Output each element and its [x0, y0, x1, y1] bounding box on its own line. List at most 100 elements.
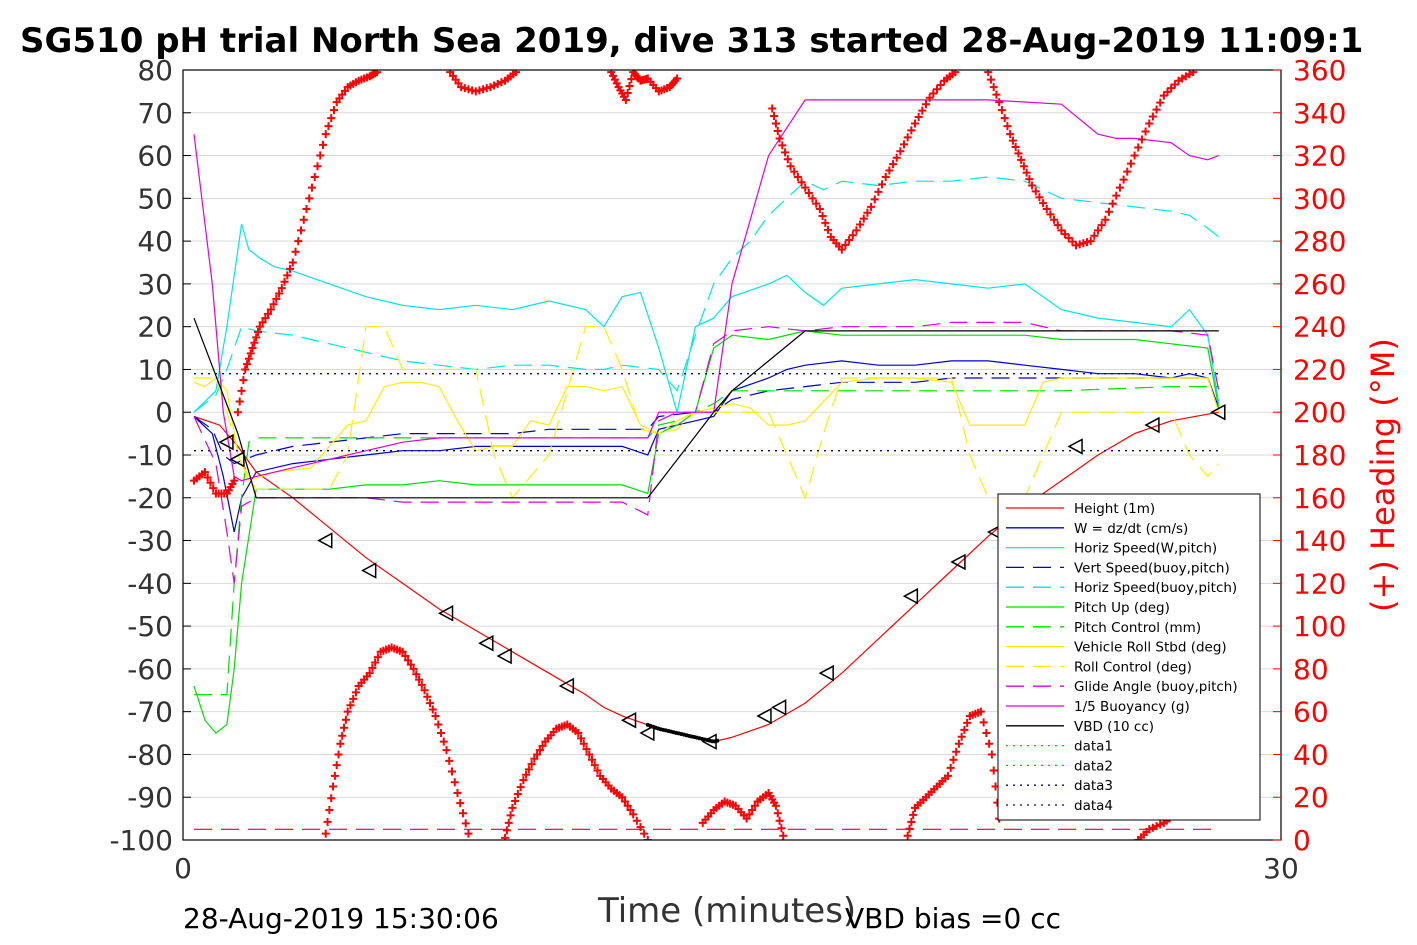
- heading-point: [1126, 159, 1135, 168]
- y-tick-label: -70: [127, 696, 173, 729]
- heading-point: [986, 75, 995, 84]
- y-right-tick-label: 300: [1293, 182, 1346, 215]
- heading-point: [501, 833, 510, 840]
- heading-point: [327, 114, 336, 123]
- heading-point: [266, 305, 275, 314]
- heading-point: [863, 208, 872, 217]
- y-tick-label: 80: [137, 54, 173, 87]
- y-tick-label: -100: [109, 824, 173, 857]
- heading-point: [640, 829, 649, 838]
- heading-point: [511, 796, 520, 805]
- heading-point: [1008, 136, 1017, 145]
- legend-label: Horiz Speed(W,pitch): [1074, 541, 1217, 557]
- heading-point: [621, 95, 630, 104]
- heading-point: [952, 747, 961, 756]
- heading-point: [516, 783, 525, 792]
- legend-label: Roll Control (deg): [1074, 659, 1192, 675]
- y-right-tick-label: 340: [1293, 97, 1346, 130]
- heading-point: [294, 237, 303, 246]
- heading-point: [771, 119, 780, 128]
- heading-point: [768, 104, 777, 113]
- depth-marker: [229, 451, 245, 468]
- legend-label: Vert Speed(buoy,pitch): [1074, 560, 1230, 576]
- heading-point: [881, 172, 890, 181]
- heading-point: [349, 694, 358, 703]
- heading-point: [291, 247, 300, 256]
- heading-point: [885, 166, 894, 175]
- heading-point: [404, 656, 413, 665]
- heading-point: [372, 70, 381, 77]
- heading-point: [992, 90, 1001, 99]
- heading-point: [618, 793, 627, 802]
- y-tick-label: 70: [137, 97, 173, 130]
- heading-point: [793, 172, 802, 181]
- y-right-tick-label: 80: [1293, 653, 1329, 686]
- x-axis: 0 30: [174, 852, 1299, 885]
- heading-point: [773, 126, 782, 135]
- legend-label: Height (1m): [1074, 501, 1155, 517]
- heading-point: [327, 794, 336, 803]
- legend-label: Pitch Up (deg): [1074, 600, 1170, 616]
- heading-point: [1042, 205, 1051, 214]
- y-tick-label: 0: [155, 396, 173, 429]
- heading-point: [859, 214, 868, 223]
- heading-point: [786, 162, 795, 171]
- heading-point: [456, 799, 465, 808]
- heading-point: [626, 806, 635, 815]
- heading-point: [318, 140, 327, 149]
- heading-point: [574, 729, 583, 738]
- heading-point: [773, 809, 782, 818]
- legend-label: Glide Angle (buoy,pitch): [1074, 679, 1238, 695]
- heading-point: [299, 215, 308, 224]
- x-axis-label: Time (minutes): [597, 891, 856, 931]
- heading-point: [420, 686, 429, 695]
- y-right-tick-label: 20: [1293, 781, 1329, 814]
- heading-point: [330, 771, 339, 780]
- heading-point: [244, 354, 253, 363]
- depth-marker: [218, 433, 234, 451]
- heading-point: [748, 806, 757, 815]
- heading-point: [431, 711, 440, 720]
- y-right-tick-label: 260: [1293, 268, 1346, 301]
- heading-point: [907, 817, 916, 826]
- heading-point: [280, 277, 289, 286]
- heading-point: [921, 100, 930, 109]
- heading-point: [412, 670, 421, 679]
- heading-point: [1031, 187, 1040, 196]
- depth-marker: [496, 647, 512, 665]
- heading-point: [632, 816, 641, 825]
- heading-point: [277, 284, 286, 293]
- heading-point: [1101, 215, 1110, 224]
- depth-marker: [950, 553, 966, 571]
- legend-label: Vehicle Roll Stbd (deg): [1074, 640, 1227, 656]
- heading-point: [841, 240, 850, 249]
- heading-point: [936, 80, 945, 89]
- heading-point: [1156, 98, 1165, 107]
- heading-point: [750, 801, 759, 810]
- legend-label: data3: [1074, 778, 1113, 794]
- heading-point: [272, 294, 281, 303]
- heading-point: [943, 771, 952, 780]
- legend-label: data1: [1074, 739, 1113, 755]
- heading-point: [629, 810, 638, 819]
- heading-point: [346, 701, 355, 710]
- heading-point: [233, 408, 242, 417]
- heading-point: [458, 809, 467, 818]
- depth-marker: [701, 733, 717, 750]
- heading-point: [426, 699, 435, 708]
- x-tick-label: 30: [1263, 852, 1299, 885]
- y-tick-label: -30: [127, 525, 173, 558]
- heading-point: [623, 88, 632, 97]
- heading-point: [535, 746, 544, 755]
- y-right-tick-label: 100: [1293, 610, 1346, 643]
- heading-point: [1028, 181, 1037, 190]
- heading-point: [892, 153, 901, 162]
- heading-point: [401, 652, 410, 661]
- heading-point: [848, 231, 857, 240]
- heading-point: [932, 85, 941, 94]
- heading-point: [1019, 162, 1028, 171]
- heading-point: [519, 776, 528, 785]
- heading-point: [241, 365, 250, 374]
- heading-point: [351, 688, 360, 697]
- heading-point: [779, 831, 788, 840]
